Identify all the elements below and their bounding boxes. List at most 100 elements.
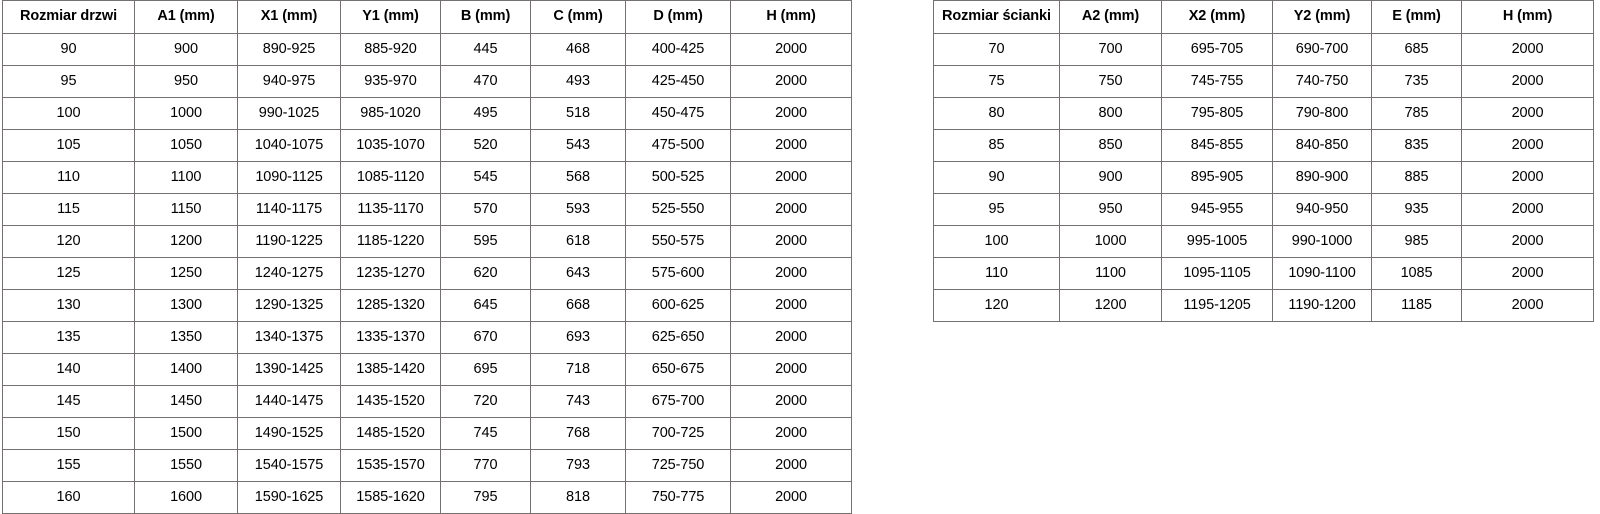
table-cell: 785	[1371, 97, 1462, 130]
table-cell: 690-700	[1272, 33, 1372, 66]
table-cell: 120	[933, 289, 1060, 322]
table-cell: 940-950	[1272, 193, 1372, 226]
table-cell: 2000	[730, 161, 852, 194]
walls-column-header: X2 (mm)	[1161, 0, 1273, 34]
table-cell: 2000	[730, 65, 852, 98]
table-cell: 900	[1059, 161, 1162, 194]
table-cell: 1550	[134, 449, 238, 482]
table-cell: 1195-1205	[1161, 289, 1273, 322]
table-cell: 495	[440, 97, 531, 130]
table-row: 95 950 945-955 940-950 935 2000	[933, 193, 1594, 226]
table-cell: 2000	[730, 97, 852, 130]
table-cell: 100	[933, 225, 1060, 258]
table-cell: 400-425	[625, 33, 731, 66]
table-cell: 735	[1371, 65, 1462, 98]
table-cell: 1090-1125	[237, 161, 341, 194]
table-cell: 700	[1059, 33, 1162, 66]
table-cell: 935	[1371, 193, 1462, 226]
table-cell: 995-1005	[1161, 225, 1273, 258]
table-cell: 1290-1325	[237, 289, 341, 322]
doors-column-header: C (mm)	[530, 0, 626, 34]
table-cell: 500-525	[625, 161, 731, 194]
table-cell: 645	[440, 289, 531, 322]
table-cell: 575-600	[625, 257, 731, 290]
table-cell: 120	[2, 225, 135, 258]
table-row: 120 1200 1190-1225 1185-1220 595 618 550-575 20…	[2, 225, 852, 258]
table-row: 105 1050 1040-1075 1035-1070 520 543 475-500 20…	[2, 129, 852, 162]
table-cell: 2000	[730, 193, 852, 226]
table-cell: 1035-1070	[340, 129, 441, 162]
table-cell: 1385-1420	[340, 353, 441, 386]
table-cell: 990-1000	[1272, 225, 1372, 258]
table-cell: 2000	[1461, 257, 1594, 290]
table-row: 70 700 695-705 690-700 685 2000	[933, 33, 1594, 66]
table-cell: 2000	[1461, 161, 1594, 194]
table-cell: 545	[440, 161, 531, 194]
table-cell: 2000	[730, 129, 852, 162]
table-cell: 790-800	[1272, 97, 1372, 130]
door-size-table-container: Rozmiar drzwi A1 (mm) X1 (mm) Y1 (mm) B (mm)…	[2, 0, 852, 514]
table-cell: 1350	[134, 321, 238, 354]
table-cell: 95	[933, 193, 1060, 226]
table-cell: 1540-1575	[237, 449, 341, 482]
table-cell: 725-750	[625, 449, 731, 482]
table-cell: 115	[2, 193, 135, 226]
table-cell: 1090-1100	[1272, 257, 1372, 290]
table-cell: 568	[530, 161, 626, 194]
table-cell: 950	[1059, 193, 1162, 226]
table-row: 150 1500 1490-1525 1485-1520 745 768 700-725 20…	[2, 417, 852, 450]
table-cell: 110	[2, 161, 135, 194]
table-cell: 1095-1105	[1161, 257, 1273, 290]
table-cell: 1085	[1371, 257, 1462, 290]
table-cell: 2000	[1461, 193, 1594, 226]
table-cell: 745-755	[1161, 65, 1273, 98]
table-cell: 2000	[730, 481, 852, 514]
table-cell: 525-550	[625, 193, 731, 226]
table-cell: 160	[2, 481, 135, 514]
table-cell: 1250	[134, 257, 238, 290]
table-cell: 1435-1520	[340, 385, 441, 418]
table-cell: 720	[440, 385, 531, 418]
table-cell: 890-925	[237, 33, 341, 66]
table-cell: 155	[2, 449, 135, 482]
table-cell: 1500	[134, 417, 238, 450]
table-cell: 1190-1225	[237, 225, 341, 258]
table-cell: 768	[530, 417, 626, 450]
doors-column-header: B (mm)	[440, 0, 531, 34]
table-cell: 2000	[730, 257, 852, 290]
table-cell: 2000	[730, 225, 852, 258]
doors-column-header: A1 (mm)	[134, 0, 238, 34]
wall-size-table: Rozmiar ścianki A2 (mm) X2 (mm) Y2 (mm) E (m…	[933, 0, 1594, 322]
table-cell: 795-805	[1161, 97, 1273, 130]
table-row: 85 850 845-855 840-850 835 2000	[933, 129, 1594, 162]
table-cell: 700-725	[625, 417, 731, 450]
table-cell: 1450	[134, 385, 238, 418]
table-row: 95 950 940-975 935-970 470 493 425-450 2000	[2, 65, 852, 98]
table-row: 100 1000 995-1005 990-1000 985 2000	[933, 225, 1594, 258]
table-cell: 2000	[1461, 289, 1594, 322]
table-cell: 750-775	[625, 481, 731, 514]
table-cell: 2000	[1461, 129, 1594, 162]
wall-table-body: 70 700 695-705 690-700 685 2000 75 750 745-755 74…	[933, 33, 1594, 322]
table-cell: 130	[2, 289, 135, 322]
table-cell: 845-855	[1161, 129, 1273, 162]
table-cell: 1000	[1059, 225, 1162, 258]
table-cell: 795	[440, 481, 531, 514]
table-cell: 695-705	[1161, 33, 1273, 66]
table-cell: 1000	[134, 97, 238, 130]
table-cell: 90	[933, 161, 1060, 194]
table-cell: 1340-1375	[237, 321, 341, 354]
table-cell: 1285-1320	[340, 289, 441, 322]
table-cell: 618	[530, 225, 626, 258]
doors-column-header: X1 (mm)	[237, 0, 341, 34]
table-row: 135 1350 1340-1375 1335-1370 670 693 625-650 20…	[2, 321, 852, 354]
table-cell: 2000	[1461, 225, 1594, 258]
table-row: 110 1100 1090-1125 1085-1120 545 568 500-525 20…	[2, 161, 852, 194]
table-cell: 985	[1371, 225, 1462, 258]
table-cell: 818	[530, 481, 626, 514]
table-cell: 1485-1520	[340, 417, 441, 450]
table-cell: 2000	[730, 449, 852, 482]
doors-column-header: D (mm)	[625, 0, 731, 34]
table-cell: 1085-1120	[340, 161, 441, 194]
